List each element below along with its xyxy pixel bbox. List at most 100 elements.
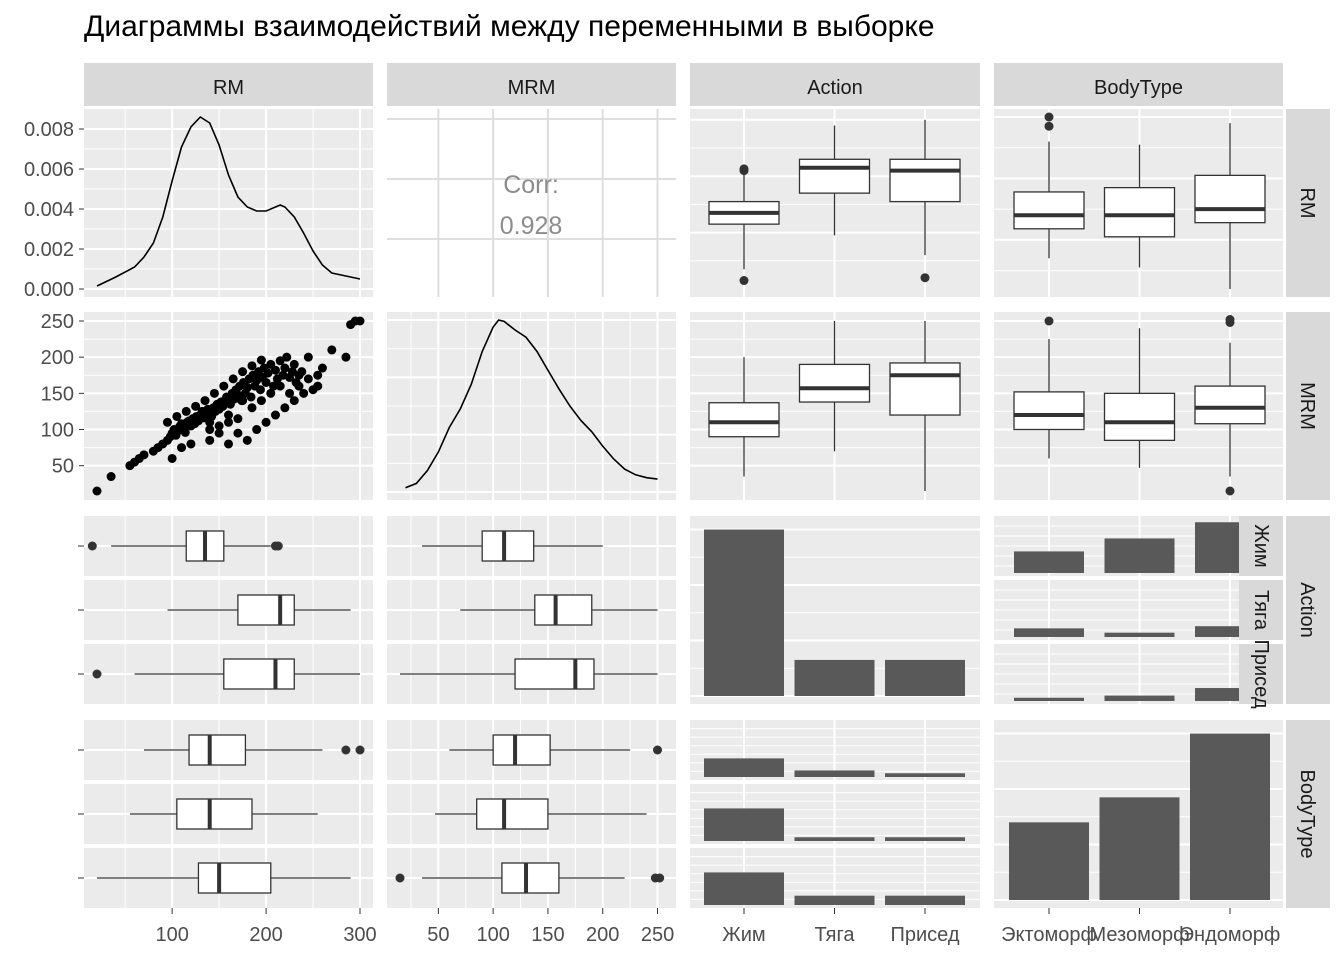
scatter-point xyxy=(224,417,233,427)
scatter-point xyxy=(238,396,248,406)
scatter-point xyxy=(224,410,233,420)
bodytype-action-bar xyxy=(885,895,965,905)
bodytype-action-bar xyxy=(704,872,784,905)
scatter-point xyxy=(341,352,351,362)
action-bodytype-bar xyxy=(1104,632,1175,637)
rm-action-box-outlier xyxy=(920,273,930,283)
mrm-bodytype-hbox-box-outlier xyxy=(653,745,663,755)
scatter-point xyxy=(256,396,266,406)
column-strip-label: Action xyxy=(807,77,863,99)
rm-action-hbox-box-outlier xyxy=(273,541,283,551)
column-strip-rm xyxy=(84,63,373,106)
scatter-point xyxy=(275,381,285,391)
scatter-point xyxy=(162,417,172,427)
inner-strip-label: Тяга xyxy=(1250,590,1272,631)
action-bodytype-bar xyxy=(1104,695,1175,701)
scatter-point xyxy=(263,368,273,378)
rm-bodytype-box-box xyxy=(1194,174,1266,224)
mrm-bodytype-hbox-box-box xyxy=(476,798,549,830)
row-strip-rm xyxy=(1286,109,1330,297)
correlation-value: 0.928 xyxy=(500,212,563,240)
x-tick-label-mrm: 100 xyxy=(476,924,509,946)
action-bodytype-bar xyxy=(1104,538,1175,573)
scatter-point xyxy=(294,381,304,391)
mrm-action-box-box xyxy=(798,363,871,403)
rm-bodytype-box-box xyxy=(1013,191,1085,230)
rm-bodytype-hbox-box-outlier xyxy=(355,745,365,755)
bodytype-action-bar xyxy=(794,770,875,777)
bodytype-action-bar xyxy=(885,773,965,777)
scatter-point xyxy=(209,388,219,398)
y-tick-label: 250 xyxy=(41,311,74,333)
chart-title: Диаграммы взаимодействий между переменны… xyxy=(84,10,935,43)
mrm-bodytype-box-outlier xyxy=(1044,316,1054,326)
rm-action-box-box xyxy=(889,158,961,203)
y-tick-label: 0.006 xyxy=(24,159,74,181)
scatter-point xyxy=(317,363,327,373)
scatter-point xyxy=(92,486,102,496)
y-tick-label: 0.000 xyxy=(24,279,74,301)
scatter-point xyxy=(280,363,290,373)
x-tick-label-bodytype: Эндоморф xyxy=(1180,924,1281,946)
rm-action-hbox-box-box xyxy=(223,658,295,690)
scatter-point xyxy=(242,435,252,445)
x-tick-label-action: Жим xyxy=(722,924,765,946)
scatter-point xyxy=(289,396,299,406)
mrm-action-hbox-box-box xyxy=(481,530,535,562)
scatter-point xyxy=(299,388,309,398)
inner-strip-label: Присед xyxy=(1250,639,1272,708)
scatter-point xyxy=(270,410,280,420)
x-tick-label-action: Тяга xyxy=(815,924,856,946)
rm-bodytype-box-box xyxy=(1103,186,1176,238)
scatter-point xyxy=(303,352,313,362)
mrm-bodytype-box-box xyxy=(1194,385,1266,425)
scatter-point xyxy=(261,377,271,387)
scatter-point xyxy=(256,355,266,365)
rm-density-line xyxy=(96,115,361,287)
inner-strip-label: Жим xyxy=(1250,524,1272,567)
mrm-bodytype-box-outlier xyxy=(1225,315,1235,325)
scatter-point xyxy=(297,367,307,377)
scatter-point xyxy=(270,365,280,375)
action-bodytype-bar xyxy=(1195,626,1265,637)
scatter-point xyxy=(313,370,323,380)
scatter-point xyxy=(252,425,262,435)
mrm-action-hbox-box-box xyxy=(534,594,593,626)
y-tick-label: 150 xyxy=(41,383,74,405)
scatter-point xyxy=(266,388,276,398)
scatter-point xyxy=(167,453,177,463)
bodytype-bar xyxy=(1099,797,1180,900)
x-tick-label-mrm: 250 xyxy=(641,924,674,946)
rm-bodytype-hbox-box-box xyxy=(197,862,272,894)
scatter-point xyxy=(191,401,201,411)
action-bodytype-bar xyxy=(1014,628,1084,637)
scatter-point xyxy=(214,421,224,431)
scatter-point xyxy=(246,392,256,402)
column-strip-bodytype xyxy=(994,63,1283,106)
y-tick-label: 200 xyxy=(41,347,74,369)
inner-strip xyxy=(1239,580,1283,640)
scatter-point xyxy=(280,403,290,413)
scatter-point xyxy=(106,472,116,482)
x-tick-label-bodytype: Мезоморф xyxy=(1089,924,1189,946)
scatter-point xyxy=(313,381,323,391)
bodytype-action-bar xyxy=(704,758,784,777)
scatter-point xyxy=(233,414,243,424)
bodytype-action-bar xyxy=(704,808,784,841)
action-bar xyxy=(885,659,965,696)
x-tick-label-mrm: 150 xyxy=(531,924,564,946)
rm-action-box-outlier xyxy=(739,276,749,286)
column-strip-action xyxy=(690,63,980,106)
rm-action-hbox-box-outlier xyxy=(87,541,97,551)
panel-correlation xyxy=(387,109,676,297)
x-tick-label-bodytype: Эктоморф xyxy=(1001,924,1097,946)
x-tick-label-action: Присед xyxy=(890,924,959,946)
scatter-point xyxy=(219,381,229,391)
row-strip-bodytype xyxy=(1286,720,1330,908)
scatter-point xyxy=(233,428,243,438)
mrm-action-box-box xyxy=(889,362,961,416)
correlation-label: Corr: xyxy=(503,171,559,199)
scatter-point xyxy=(238,367,248,377)
scatter-point xyxy=(224,439,233,449)
scatter-point xyxy=(177,443,187,453)
